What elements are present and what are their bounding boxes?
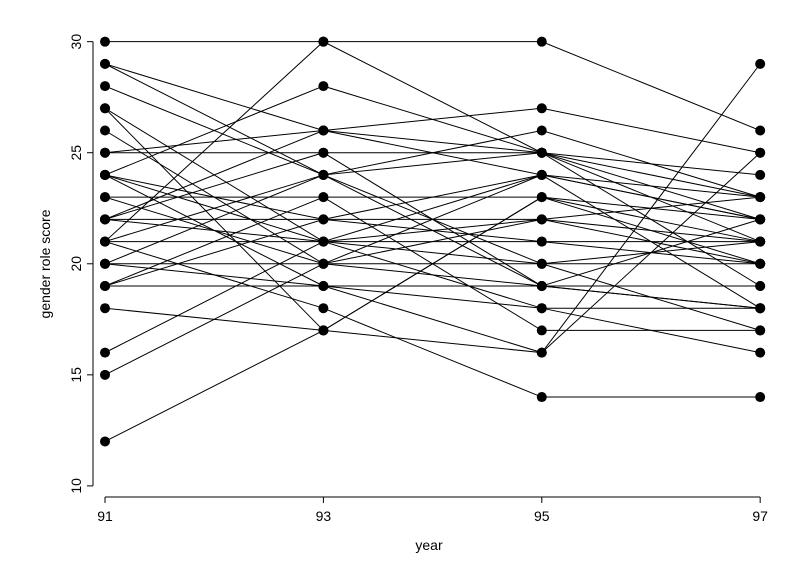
x-axis-label: year	[415, 537, 443, 553]
data-point	[100, 169, 111, 180]
series-line	[104, 152, 761, 287]
data-point	[100, 58, 111, 69]
data-point	[536, 103, 547, 114]
data-point	[100, 280, 111, 291]
series-line	[104, 130, 761, 243]
data-point	[318, 192, 329, 203]
data-point	[536, 169, 547, 180]
series-line	[105, 41, 761, 131]
data-point	[536, 236, 547, 247]
series-line	[104, 174, 761, 354]
series-line	[104, 107, 761, 220]
y-tick-label: 25	[68, 145, 84, 161]
y-tick-label: 20	[68, 256, 84, 272]
data-point	[536, 147, 547, 158]
data-point	[318, 81, 329, 92]
data-point	[755, 169, 766, 180]
data-point	[100, 436, 111, 447]
data-point	[536, 258, 547, 269]
x-tick-label: 91	[97, 508, 113, 524]
data-point	[536, 325, 547, 336]
data-point	[100, 81, 111, 92]
data-point	[100, 347, 111, 358]
data-point	[755, 325, 766, 336]
data-point	[318, 169, 329, 180]
y-tick-label: 10	[68, 478, 84, 494]
x-tick-label: 93	[316, 508, 332, 524]
data-point	[536, 347, 547, 358]
x-tick-label: 95	[534, 508, 550, 524]
data-point	[536, 192, 547, 203]
data-point	[755, 147, 766, 158]
data-point	[536, 214, 547, 225]
data-point	[100, 36, 111, 47]
data-point	[318, 325, 329, 336]
x-tick-label: 97	[752, 508, 768, 524]
series-line	[104, 174, 761, 309]
data-point	[100, 214, 111, 225]
series-line	[104, 263, 761, 309]
data-point	[318, 258, 329, 269]
data-point	[318, 303, 329, 314]
data-point	[318, 36, 329, 47]
data-point	[100, 303, 111, 314]
data-point	[100, 258, 111, 269]
data-point	[536, 280, 547, 291]
data-point	[536, 392, 547, 403]
data-point	[755, 125, 766, 136]
y-axis-label: gender role score	[37, 209, 53, 318]
data-point	[100, 192, 111, 203]
data-point	[755, 58, 766, 69]
y-tick-label: 15	[68, 367, 84, 383]
data-point	[755, 392, 766, 403]
data-point	[755, 236, 766, 247]
data-point	[755, 192, 766, 203]
data-point	[536, 36, 547, 47]
data-point	[318, 236, 329, 247]
data-point	[318, 125, 329, 136]
data-point	[755, 258, 766, 269]
data-point	[100, 236, 111, 247]
data-point	[536, 125, 547, 136]
data-point	[755, 280, 766, 291]
series-line	[104, 196, 761, 331]
series-line	[104, 129, 761, 265]
data-point	[318, 280, 329, 291]
series-line	[104, 174, 761, 243]
data-point	[100, 125, 111, 136]
data-point	[100, 369, 111, 380]
data-point	[100, 147, 111, 158]
data-point	[536, 303, 547, 314]
data-point	[318, 214, 329, 225]
data-point	[755, 303, 766, 314]
y-tick-label: 30	[68, 34, 84, 50]
data-point	[755, 347, 766, 358]
data-point	[755, 214, 766, 225]
data-point	[318, 147, 329, 158]
data-point	[100, 103, 111, 114]
